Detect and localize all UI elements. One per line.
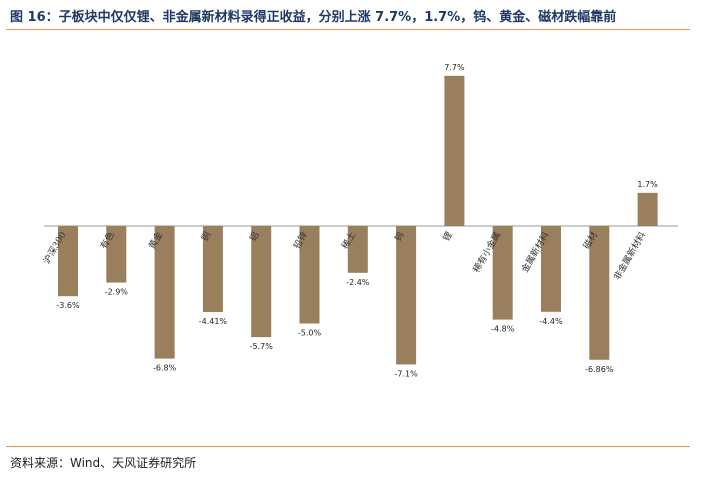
bar-10: [541, 226, 561, 312]
bar-1: [106, 226, 127, 283]
bottom-divider: [6, 446, 690, 447]
bar-5: [299, 226, 320, 324]
value-label-1: -2.9%: [105, 288, 129, 297]
value-label-7: -7.1%: [394, 369, 418, 378]
bar-12: [637, 192, 658, 226]
value-label-5: -5.0%: [298, 329, 322, 338]
value-label-11: -6.86%: [585, 365, 614, 374]
bar-9: [492, 226, 513, 320]
value-label-3: -4.41%: [199, 317, 228, 326]
value-label-9: -4.8%: [491, 325, 515, 334]
bar-4: [251, 226, 272, 338]
bar-chart: -3.6%沪深300-2.9%有色-6.8%黄金-4.41%铜-5.7%铝-5.…: [41, 63, 678, 378]
bar-11: [589, 226, 610, 360]
bar-3: [202, 226, 223, 312]
source-note: 资料来源：Wind、天风证券研究所: [10, 456, 197, 470]
value-label-12: 1.7%: [637, 180, 658, 189]
bar-8: [444, 75, 465, 226]
bar-7: [396, 226, 417, 365]
value-label-10: -4.4%: [539, 317, 563, 326]
bar-0: [58, 226, 78, 297]
bar-2: [154, 226, 175, 359]
value-label-8: 7.7%: [444, 63, 465, 72]
category-label-12: 非金属新材料: [611, 230, 648, 283]
value-label-6: -2.4%: [346, 278, 370, 287]
value-label-4: -5.7%: [250, 342, 274, 351]
bar-6: [347, 226, 368, 273]
category-label-8: 锂: [440, 230, 455, 244]
value-label-0: -3.6%: [56, 301, 80, 310]
top-divider: [6, 29, 690, 30]
value-label-2: -6.8%: [153, 364, 177, 373]
chart-title: 图 16：子板块中仅仅锂、非金属新材料录得正收益，分别上涨 7.7%，1.7%，…: [10, 10, 617, 25]
